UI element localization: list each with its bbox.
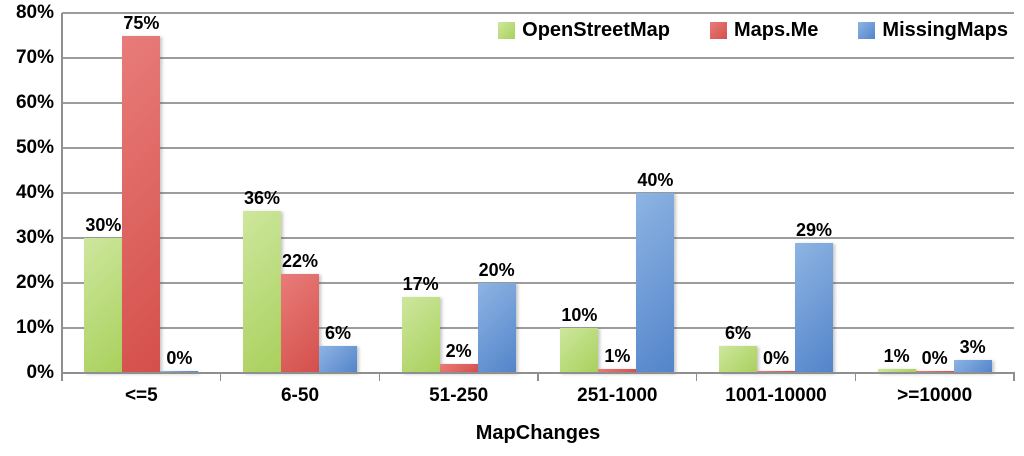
gridline xyxy=(62,327,1014,329)
value-label: 10% xyxy=(561,305,598,325)
bar-missingmaps xyxy=(477,283,516,373)
x-axis-tick xyxy=(1013,373,1015,381)
bar-missingmaps xyxy=(795,242,833,373)
bar-maps-me xyxy=(122,35,161,373)
legend-swatch-maps-me xyxy=(709,22,727,39)
x-axis-category-label: 51-250 xyxy=(429,385,489,406)
value-label: 17% xyxy=(402,273,439,294)
bar-maps-me xyxy=(439,364,478,373)
legend: OpenStreetMap Maps.Me MissingMaps xyxy=(498,19,1008,42)
y-axis-tick-label: 30% xyxy=(15,227,54,248)
value-label: 0% xyxy=(921,348,948,368)
value-label: 1% xyxy=(604,345,631,366)
x-axis-category-label: 6-50 xyxy=(280,385,320,406)
y-axis-tick-label: 70% xyxy=(15,47,54,68)
value-label: 0% xyxy=(166,348,193,368)
gridline xyxy=(62,57,1014,59)
legend-item-maps-me: Maps.Me xyxy=(709,19,819,42)
y-axis-line xyxy=(61,13,63,373)
gridline xyxy=(62,12,1014,14)
legend-item-openstreetmap: OpenStreetMap xyxy=(498,19,670,42)
legend-label: MissingMaps xyxy=(882,19,1008,41)
value-label: 0% xyxy=(762,348,789,368)
value-label: 2% xyxy=(445,341,472,361)
y-axis-tick-label: 40% xyxy=(15,182,54,203)
legend-swatch-openstreetmap xyxy=(498,22,516,39)
bar-openstreetmap xyxy=(560,328,599,373)
value-label: 20% xyxy=(478,260,515,280)
gridline xyxy=(62,282,1014,284)
gridline xyxy=(62,237,1014,239)
value-label: 1% xyxy=(883,345,910,366)
legend-label: Maps.Me xyxy=(733,19,819,41)
value-label: 29% xyxy=(795,219,833,240)
x-axis-category-label: >=10000 xyxy=(897,385,973,406)
value-label: 22% xyxy=(281,251,319,271)
x-axis-tick xyxy=(537,373,539,381)
x-axis-category-label: 1001-10000 xyxy=(725,385,827,406)
legend-item-missingmaps: MissingMaps xyxy=(858,19,1008,42)
plot-area: 30% 75% 0% 36% 22% 6% 17% 2% 20% 10% 1% 40% 6% 0% 29% 1… xyxy=(61,12,1015,381)
bar-openstreetmap xyxy=(401,296,440,373)
gridline xyxy=(62,192,1014,194)
y-axis-tick-label: 60% xyxy=(15,92,54,113)
y-axis-tick-label: 0% xyxy=(26,362,54,383)
y-axis-tick-label: 50% xyxy=(15,137,54,158)
value-label: 6% xyxy=(724,323,751,343)
bar-openstreetmap xyxy=(84,238,123,373)
legend-label: OpenStreetMap xyxy=(522,19,670,41)
x-axis-tick xyxy=(695,373,698,381)
bar-missingmaps xyxy=(953,359,992,373)
value-label: 30% xyxy=(85,215,122,235)
bar-missingmaps xyxy=(319,346,357,373)
value-label: 6% xyxy=(324,323,351,343)
x-axis-title: MapChanges xyxy=(475,422,601,444)
value-label: 3% xyxy=(959,336,986,357)
legend-swatch-missingmaps xyxy=(858,22,876,39)
x-axis-tick xyxy=(61,373,63,381)
y-axis-tick-label: 10% xyxy=(15,317,54,338)
bar-maps-me xyxy=(598,368,637,373)
x-axis-tick xyxy=(854,373,857,381)
gridline xyxy=(62,102,1014,104)
bar-openstreetmap xyxy=(719,346,757,373)
bar-openstreetmap xyxy=(243,211,281,373)
x-axis-category-label: 251-1000 xyxy=(577,385,658,406)
x-axis-category-label: <=5 xyxy=(124,385,158,406)
x-axis-tick xyxy=(378,373,381,381)
x-axis-tick xyxy=(219,373,222,381)
value-label: 75% xyxy=(123,12,160,33)
y-axis-tick-label: 20% xyxy=(15,272,54,293)
y-axis-tick-label: 80% xyxy=(15,2,54,23)
value-label: 40% xyxy=(637,170,674,190)
bar-maps-me xyxy=(281,274,319,373)
bar-openstreetmap xyxy=(877,368,916,373)
bar-missingmaps xyxy=(636,193,675,373)
value-label: 36% xyxy=(243,188,281,208)
gridline xyxy=(62,147,1014,149)
